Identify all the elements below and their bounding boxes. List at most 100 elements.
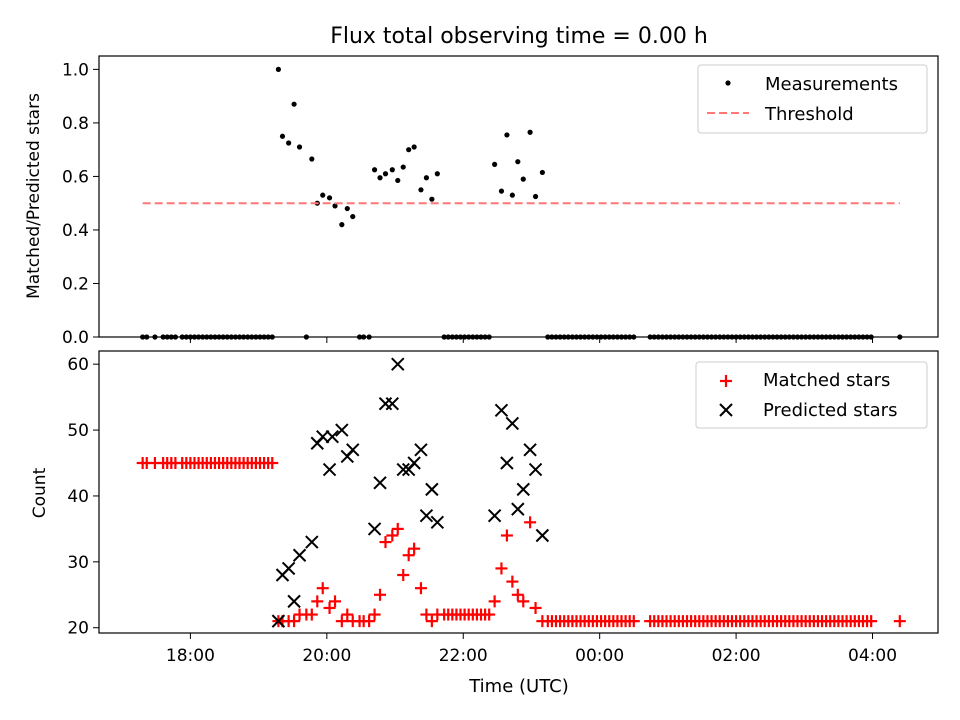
bottom-plot-area [136, 357, 906, 628]
matched-stars-point [627, 615, 640, 628]
top-y-tick-label: 0.0 [62, 328, 89, 348]
matched-stars-point [323, 601, 336, 614]
measurements-point [395, 177, 401, 184]
threshold-legend-label: Threshold [764, 104, 854, 125]
predicted-stars-point [419, 509, 434, 523]
measurements-point [515, 159, 521, 165]
top-y-tick-label: 0.2 [62, 274, 89, 294]
bottom-y-axis-label: Count [30, 467, 50, 518]
matched-stars-point [893, 615, 906, 628]
matched-stars-point [402, 549, 415, 562]
measurements-point [339, 222, 345, 228]
measurements-point [411, 144, 417, 150]
matched-stars-point [316, 582, 329, 595]
matched-stars-point [391, 522, 404, 535]
top-y-tick-label: 0.8 [62, 114, 89, 134]
predicted-stars-point [500, 456, 514, 470]
measurements-legend-label: Measurements [765, 74, 898, 95]
predicted-stars-point [505, 416, 520, 431]
measurements-point [406, 147, 412, 153]
predicted-stars-point [316, 429, 330, 444]
predicted-stars-point [523, 443, 537, 457]
predicted-stars-point [335, 423, 349, 437]
predicted-stars-point [287, 594, 301, 609]
matched-stars-point [397, 569, 410, 582]
predicted-stars-point [346, 443, 360, 457]
predicted-stars-point [528, 462, 543, 477]
measurements-legend-marker [725, 80, 731, 86]
bottom-x-axis: 18:00 20:00 22:00 00:00 02:00 04:00 [166, 633, 897, 666]
bottom-x-tick-label: 22:00 [439, 646, 488, 666]
predicted-stars-point [322, 462, 337, 477]
measurements-point [429, 196, 435, 202]
matched-stars-point [483, 608, 496, 621]
top-legend-box [697, 64, 928, 134]
bottom-y-tick-label: 40 [67, 487, 89, 507]
bottom-panel: 20 30 40 50 60 18:00 20:00 22:00 00:00 02:00 04:0… [30, 350, 939, 697]
top-y-tick-label: 0.6 [62, 167, 89, 187]
measurements-point [286, 140, 292, 146]
top-panel: 0.0 0.2 0.4 0.6 0.8 1.0 Matched/Predicted sta… [24, 55, 939, 348]
matched-stars-point [420, 608, 433, 621]
bottom-y-tick-label: 20 [67, 619, 89, 639]
bottom-x-tick-label: 18:00 [166, 646, 215, 666]
measurements-point [291, 101, 297, 107]
top-y-tick-label: 1.0 [62, 60, 89, 80]
measurements-point [382, 171, 389, 177]
predicted-stars-point [367, 522, 382, 536]
bottom-legend-box [695, 361, 928, 429]
measurements-point [320, 192, 326, 198]
matched-stars-point [865, 615, 878, 628]
matched-stars-point [341, 608, 354, 621]
bottom-x-axis-label: Time (UTC) [468, 676, 569, 697]
matched-stars-point [495, 562, 508, 575]
predicted-stars-point [487, 509, 502, 523]
measurements-point [344, 205, 350, 212]
measurements-point [377, 175, 383, 181]
measurements-point [423, 175, 430, 181]
measurements-point [492, 161, 498, 167]
matched-stars-point [488, 595, 501, 608]
bottom-x-tick-label: 00:00 [575, 646, 624, 666]
matched-stars-point [288, 615, 301, 628]
predicted-stars-point [511, 502, 525, 516]
bottom-x-tick-label: 20:00 [302, 646, 351, 666]
predicted-stars-point [378, 397, 393, 411]
predicted-stars-point [281, 561, 296, 576]
measurements-point [434, 171, 440, 177]
measurements-point [350, 213, 356, 220]
predicted-stars-point [535, 528, 550, 543]
bottom-x-tick-label: 02:00 [712, 646, 761, 666]
predicted-stars-point [391, 357, 405, 371]
matched-stars-point [524, 516, 537, 529]
predicted-stars-point [271, 614, 286, 628]
matched-stars-point [506, 575, 519, 588]
top-axes-frame [98, 55, 939, 338]
matched-stars-point [414, 582, 427, 595]
predicted-legend-label: Predicted stars [763, 400, 897, 421]
bottom-y-tick-label: 50 [67, 421, 89, 441]
matched-legend-marker [720, 375, 732, 387]
predicted-stars-point [325, 429, 339, 444]
bottom-y-tick-label: 60 [67, 355, 89, 375]
chart-title: Flux total observing time = 0.00 h [330, 24, 708, 49]
predicted-stars-point [385, 397, 400, 411]
matched-stars-point [386, 529, 399, 542]
top-legend: Measurements Threshold [697, 64, 928, 134]
matched-stars-point [329, 595, 342, 608]
matched-stars-point [374, 588, 387, 601]
measurements-point [389, 167, 395, 173]
predicted-stars-point [516, 482, 530, 497]
matched-stars-point [511, 588, 524, 601]
measurements-point [400, 164, 406, 170]
measurements-point [509, 192, 515, 198]
measurements-point [539, 169, 545, 176]
predicted-stars-point [425, 482, 439, 497]
measurements-point [309, 156, 315, 162]
matched-stars-point [425, 615, 438, 628]
measurements-point [279, 133, 286, 139]
bottom-y-axis: 20 30 40 50 60 [67, 355, 99, 639]
measurements-point [532, 193, 539, 200]
measurements-point [275, 66, 281, 72]
